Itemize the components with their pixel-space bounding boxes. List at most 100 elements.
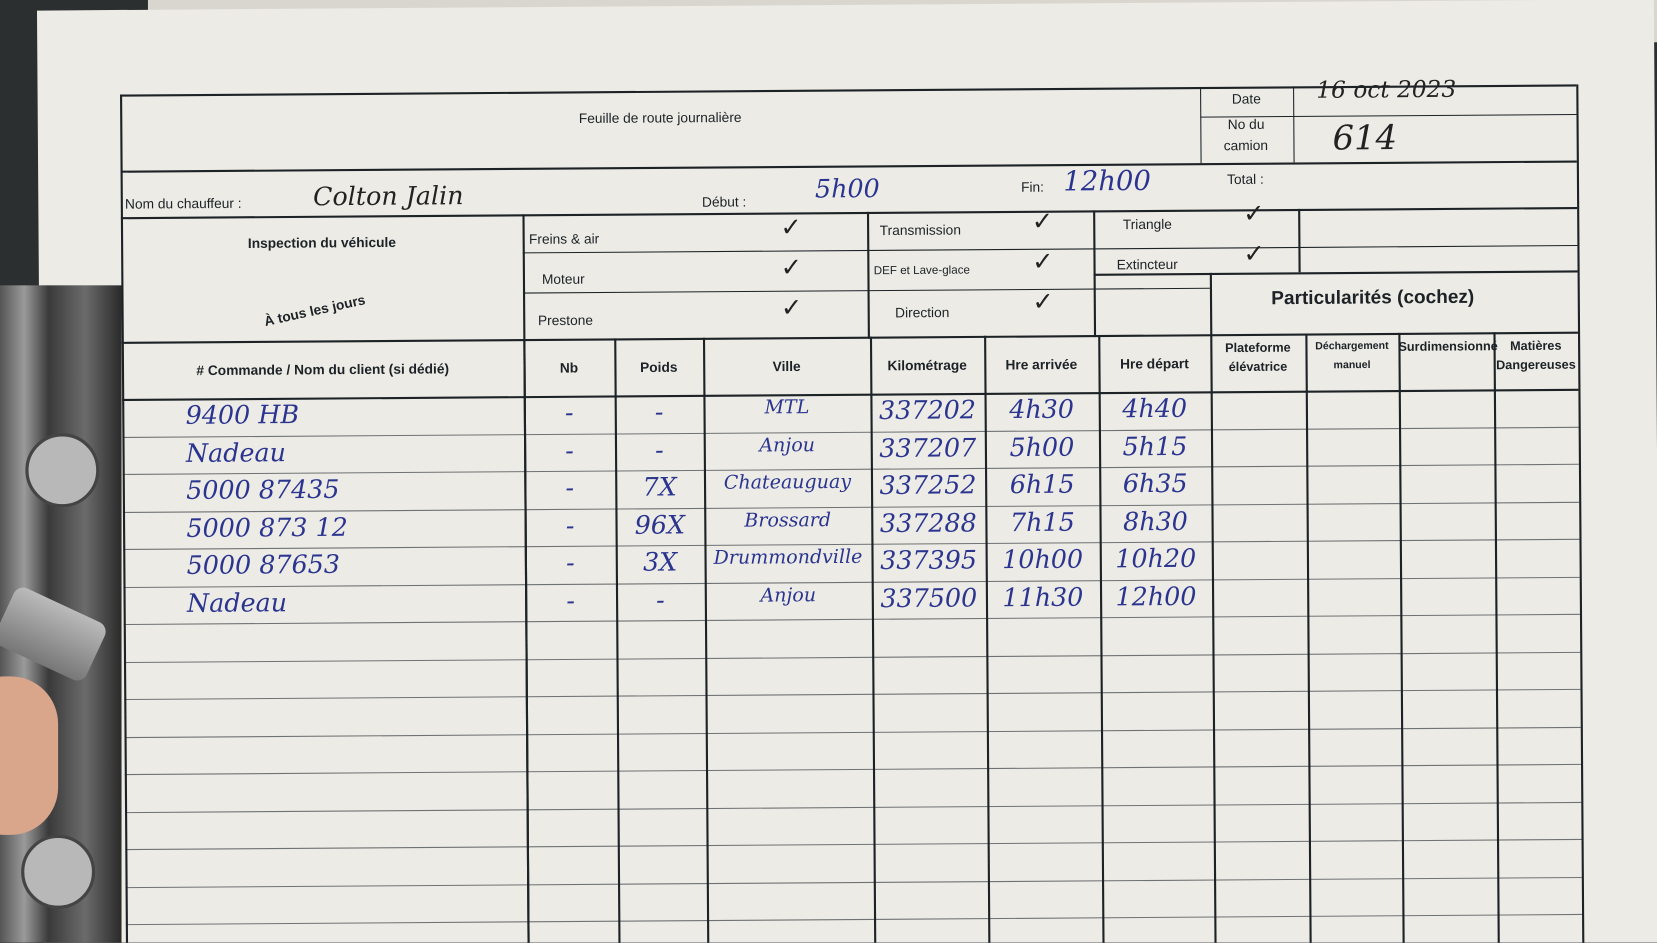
table-cell[interactable]: 3X: [642, 547, 678, 578]
table-cell[interactable]: 5000 87653: [186, 549, 341, 581]
table-cell[interactable]: 12h00: [1115, 581, 1197, 612]
table-cell[interactable]: 5000 87435: [186, 474, 340, 506]
table-cell[interactable]: 8h30: [1123, 506, 1188, 537]
check-icon[interactable]: ✓: [1032, 247, 1054, 277]
table-cell[interactable]: 10h20: [1115, 543, 1197, 574]
column-header: Ville: [772, 358, 801, 375]
table-cell[interactable]: -: [565, 547, 575, 578]
column-header: Poids: [640, 359, 678, 376]
column-header: Hre départ: [1119, 355, 1189, 372]
table-cell[interactable]: Drummondville: [713, 545, 863, 570]
table-cell[interactable]: 10h00: [1002, 544, 1084, 575]
start-label: Début :: [701, 193, 747, 210]
row-divider: [123, 613, 1580, 626]
table-cell[interactable]: 337500: [880, 582, 978, 613]
end-value: 12h00: [1063, 165, 1152, 198]
route-sheet: Feuille de route journalière Date 16 oct…: [36, 0, 1657, 943]
table-cell[interactable]: 5h15: [1122, 431, 1188, 462]
table-cell[interactable]: MTL: [764, 396, 810, 419]
column-header: Matières Dangereuses: [1496, 338, 1576, 373]
form: Feuille de route journalière Date 16 oct…: [37, 0, 1657, 943]
column-header: Nb: [559, 359, 579, 376]
table-cell[interactable]: Nadeau: [185, 437, 287, 468]
truck-label-2: camion: [1223, 137, 1269, 154]
column-divider: [1398, 332, 1405, 943]
table-cell[interactable]: -: [656, 584, 665, 615]
column-divider: [702, 337, 710, 943]
table-cell[interactable]: Nadeau: [186, 587, 288, 618]
check-icon[interactable]: ✓: [780, 213, 802, 243]
table-cell[interactable]: -: [654, 434, 664, 465]
column-header: # Commande / Nom du client (si dédié): [196, 360, 450, 379]
table-cell[interactable]: 337288: [879, 507, 977, 538]
column-header: Plateforme élévatrice: [1225, 340, 1291, 375]
inspection-freins: Freins & air: [528, 230, 600, 248]
inspection-def: DEF et Lave-glace: [873, 264, 971, 278]
row-divider: [124, 726, 1581, 738]
column-divider: [984, 335, 991, 943]
table-cell[interactable]: -: [654, 397, 664, 427]
column-divider: [523, 339, 530, 943]
table-cell[interactable]: 337207: [879, 432, 977, 463]
inspection-prestone: Prestone: [537, 312, 594, 329]
table-cell[interactable]: Anjou: [759, 433, 816, 457]
table-cell[interactable]: 7X: [642, 472, 677, 502]
column-divider: [1493, 332, 1500, 943]
table-cell[interactable]: 5000 873 12: [186, 511, 348, 543]
table-cell[interactable]: -: [564, 397, 574, 428]
row-divider: [124, 688, 1581, 701]
table-cell[interactable]: 337202: [878, 395, 977, 426]
check-icon[interactable]: ✓: [1031, 207, 1054, 237]
date-value: 16 oct 2023: [1316, 76, 1457, 105]
table-cell[interactable]: Chateauguay: [723, 470, 852, 495]
binder-hole: [25, 433, 100, 508]
inspection-transmission: Transmission: [879, 221, 962, 239]
check-icon[interactable]: ✓: [780, 293, 803, 323]
table-cell[interactable]: 337252: [879, 470, 977, 501]
table-cell[interactable]: 337395: [880, 545, 978, 576]
check-icon[interactable]: ✓: [1032, 287, 1054, 317]
total-label: Total :: [1227, 171, 1264, 188]
truck-value: 614: [1332, 117, 1398, 158]
column-header: Déchargement manuel: [1315, 340, 1389, 372]
driver-value: Colton Jalin: [312, 180, 464, 212]
column-header: Kilométrage: [887, 357, 967, 374]
table-cell[interactable]: -: [566, 585, 575, 616]
date-label: Date: [1231, 90, 1261, 107]
table-cell[interactable]: Anjou: [760, 583, 817, 607]
binder-hole: [21, 834, 96, 909]
column-divider: [869, 336, 877, 943]
table-cell[interactable]: 6h35: [1122, 468, 1188, 499]
table-cell[interactable]: -: [565, 472, 575, 503]
row-divider: [123, 651, 1581, 663]
start-value: 5h00: [814, 173, 880, 204]
table-cell[interactable]: Brossard: [744, 508, 832, 532]
table-cell[interactable]: 4h40: [1122, 393, 1188, 424]
inspection-subtitle: À tous les jours: [262, 291, 367, 330]
table-cell[interactable]: 4h30: [1009, 394, 1075, 425]
table-cell[interactable]: 11h30: [1002, 581, 1084, 613]
inspection-moteur: Moteur: [541, 270, 585, 288]
driver-label: Nom du chauffeur :: [124, 195, 242, 212]
column-header: Surdimensionné: [1398, 338, 1498, 355]
table-cell[interactable]: 9400 HB: [185, 399, 300, 431]
table-cell[interactable]: -: [565, 510, 575, 541]
check-icon[interactable]: ✓: [1243, 239, 1265, 269]
check-icon[interactable]: ✓: [1243, 199, 1265, 229]
particularites-title: Particularités (cochez): [1271, 285, 1475, 309]
truck-label: No du: [1227, 116, 1265, 133]
row-divider: [125, 913, 1583, 926]
row-divider: [125, 838, 1582, 851]
table-cell[interactable]: 96X: [634, 509, 686, 540]
table-cell[interactable]: -: [565, 435, 574, 466]
row-divider: [124, 763, 1581, 776]
finger: [0, 676, 59, 835]
table-cell[interactable]: 7h15: [1009, 506, 1075, 537]
row-divider: [125, 801, 1582, 813]
inspection-triangle: Triangle: [1122, 216, 1172, 233]
column-divider: [1305, 333, 1312, 943]
table-cell[interactable]: 5h00: [1009, 431, 1075, 462]
check-icon[interactable]: ✓: [780, 253, 803, 283]
table-cell[interactable]: 6h15: [1009, 469, 1075, 500]
